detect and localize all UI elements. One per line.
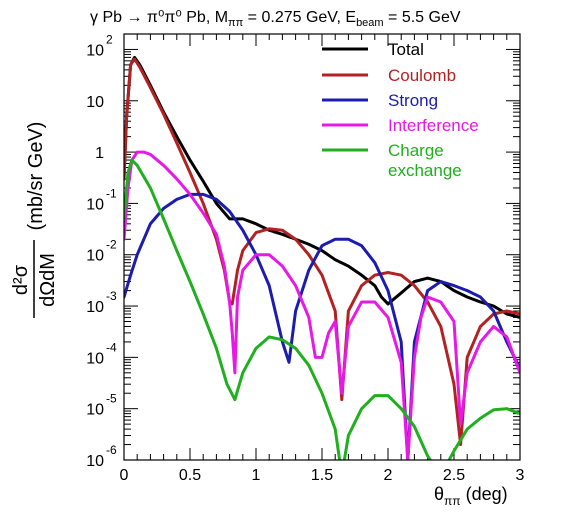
y-tick-exponent: -4 <box>106 340 117 354</box>
y-tick-exponent: -5 <box>106 392 117 406</box>
y-tick-label: 10 <box>86 453 104 470</box>
chart-title-main: γ Pb → π⁰π⁰ Pb, M <box>90 9 228 26</box>
y-tick-exponent: -2 <box>106 238 117 252</box>
chart-title-energy-value: = 5.5 GeV <box>384 9 461 26</box>
x-axis-label-unit: (deg) <box>461 484 508 504</box>
y-axis-label-unit: (mb/sr GeV) <box>25 122 47 231</box>
series-layer <box>124 55 520 460</box>
legend-label: Strong <box>388 91 438 110</box>
y-axis-label: d²σ dΩdM (mb/sr GeV) <box>10 122 59 318</box>
chart-title-mass-sub: ππ <box>228 17 244 29</box>
series-line-interference <box>124 150 520 460</box>
series-line-charge-exchange <box>124 158 520 460</box>
x-axis-label: θππ (deg) <box>434 484 508 508</box>
x-tick-label: 1 <box>252 467 261 484</box>
chart-title-mass-value: = 0.275 GeV, E <box>243 9 356 26</box>
x-axis-label-main: θ <box>434 484 444 504</box>
legend-label: Interference <box>388 116 479 135</box>
y-tick-label: 10 <box>86 42 104 59</box>
chart-title-energy-sub: beam <box>356 17 384 29</box>
y-axis-label-denominator: dΩdM <box>37 253 59 307</box>
plot-frame <box>123 33 521 461</box>
legend-label: Charge <box>388 141 444 160</box>
y-tick-label: 10 <box>86 248 104 265</box>
axis-ticks: 0 0.5 1 1.5 2 2.5 310210110-110-210-310-410-51… <box>86 32 524 484</box>
x-axis-label-sub: ππ <box>444 494 461 508</box>
y-tick-exponent: 2 <box>106 32 113 46</box>
y-tick-label: 10 <box>86 402 104 419</box>
y-tick-exponent: -6 <box>106 443 117 457</box>
y-tick-label: 1 <box>95 145 104 162</box>
legend-label: Coulomb <box>388 66 456 85</box>
series-line-coulomb <box>124 57 520 447</box>
y-tick-exponent: -3 <box>106 289 117 303</box>
chart-title: γ Pb → π⁰π⁰ Pb, Mππ = 0.275 GeV, Ebeam =… <box>90 9 461 29</box>
legend-label: Total <box>388 40 424 59</box>
legend: Total Coulomb Strong Interference Chargeexch… <box>322 40 479 180</box>
x-tick-label: 3 <box>516 467 525 484</box>
y-axis-label-numerator: d²σ <box>10 264 32 295</box>
y-tick-label: 10 <box>86 196 104 213</box>
series-line-strong <box>124 192 520 460</box>
legend-label-line2: exchange <box>388 161 462 180</box>
y-tick-label: 10 <box>86 350 104 367</box>
x-tick-label: 2.5 <box>443 467 465 484</box>
y-tick-exponent: -1 <box>106 186 117 200</box>
y-tick-label: 10 <box>86 94 104 111</box>
x-tick-label: 1.5 <box>311 467 333 484</box>
y-tick-label: 10 <box>86 299 104 316</box>
x-tick-label: 0 <box>120 467 129 484</box>
x-tick-label: 2 <box>384 467 393 484</box>
x-tick-label: 0.5 <box>179 467 201 484</box>
